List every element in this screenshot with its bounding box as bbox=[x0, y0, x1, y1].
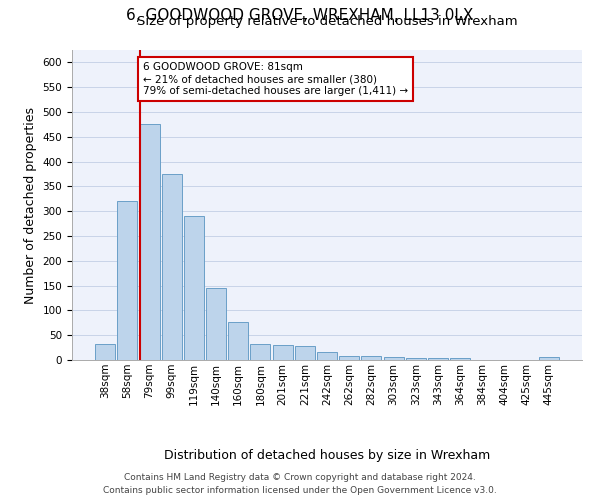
Bar bbox=[450, 358, 470, 360]
Bar bbox=[295, 346, 315, 360]
Bar bbox=[250, 344, 271, 360]
Bar bbox=[118, 202, 137, 360]
Bar bbox=[383, 357, 404, 360]
Title: Size of property relative to detached houses in Wrexham: Size of property relative to detached ho… bbox=[137, 15, 517, 28]
Bar bbox=[206, 288, 226, 360]
Bar bbox=[272, 345, 293, 360]
X-axis label: Distribution of detached houses by size in Wrexham: Distribution of detached houses by size … bbox=[164, 450, 490, 462]
Bar bbox=[228, 322, 248, 360]
Bar bbox=[428, 358, 448, 360]
Text: 6 GOODWOOD GROVE: 81sqm
← 21% of detached houses are smaller (380)
79% of semi-d: 6 GOODWOOD GROVE: 81sqm ← 21% of detache… bbox=[143, 62, 408, 96]
Text: Contains HM Land Registry data © Crown copyright and database right 2024.
Contai: Contains HM Land Registry data © Crown c… bbox=[103, 474, 497, 495]
Bar bbox=[184, 216, 204, 360]
Bar bbox=[339, 356, 359, 360]
Bar bbox=[162, 174, 182, 360]
Bar bbox=[361, 356, 382, 360]
Bar bbox=[140, 124, 160, 360]
Bar bbox=[406, 358, 426, 360]
Bar bbox=[95, 344, 115, 360]
Text: 6, GOODWOOD GROVE, WREXHAM, LL13 0LX: 6, GOODWOOD GROVE, WREXHAM, LL13 0LX bbox=[127, 8, 473, 22]
Bar bbox=[539, 357, 559, 360]
Y-axis label: Number of detached properties: Number of detached properties bbox=[24, 106, 37, 304]
Bar bbox=[317, 352, 337, 360]
